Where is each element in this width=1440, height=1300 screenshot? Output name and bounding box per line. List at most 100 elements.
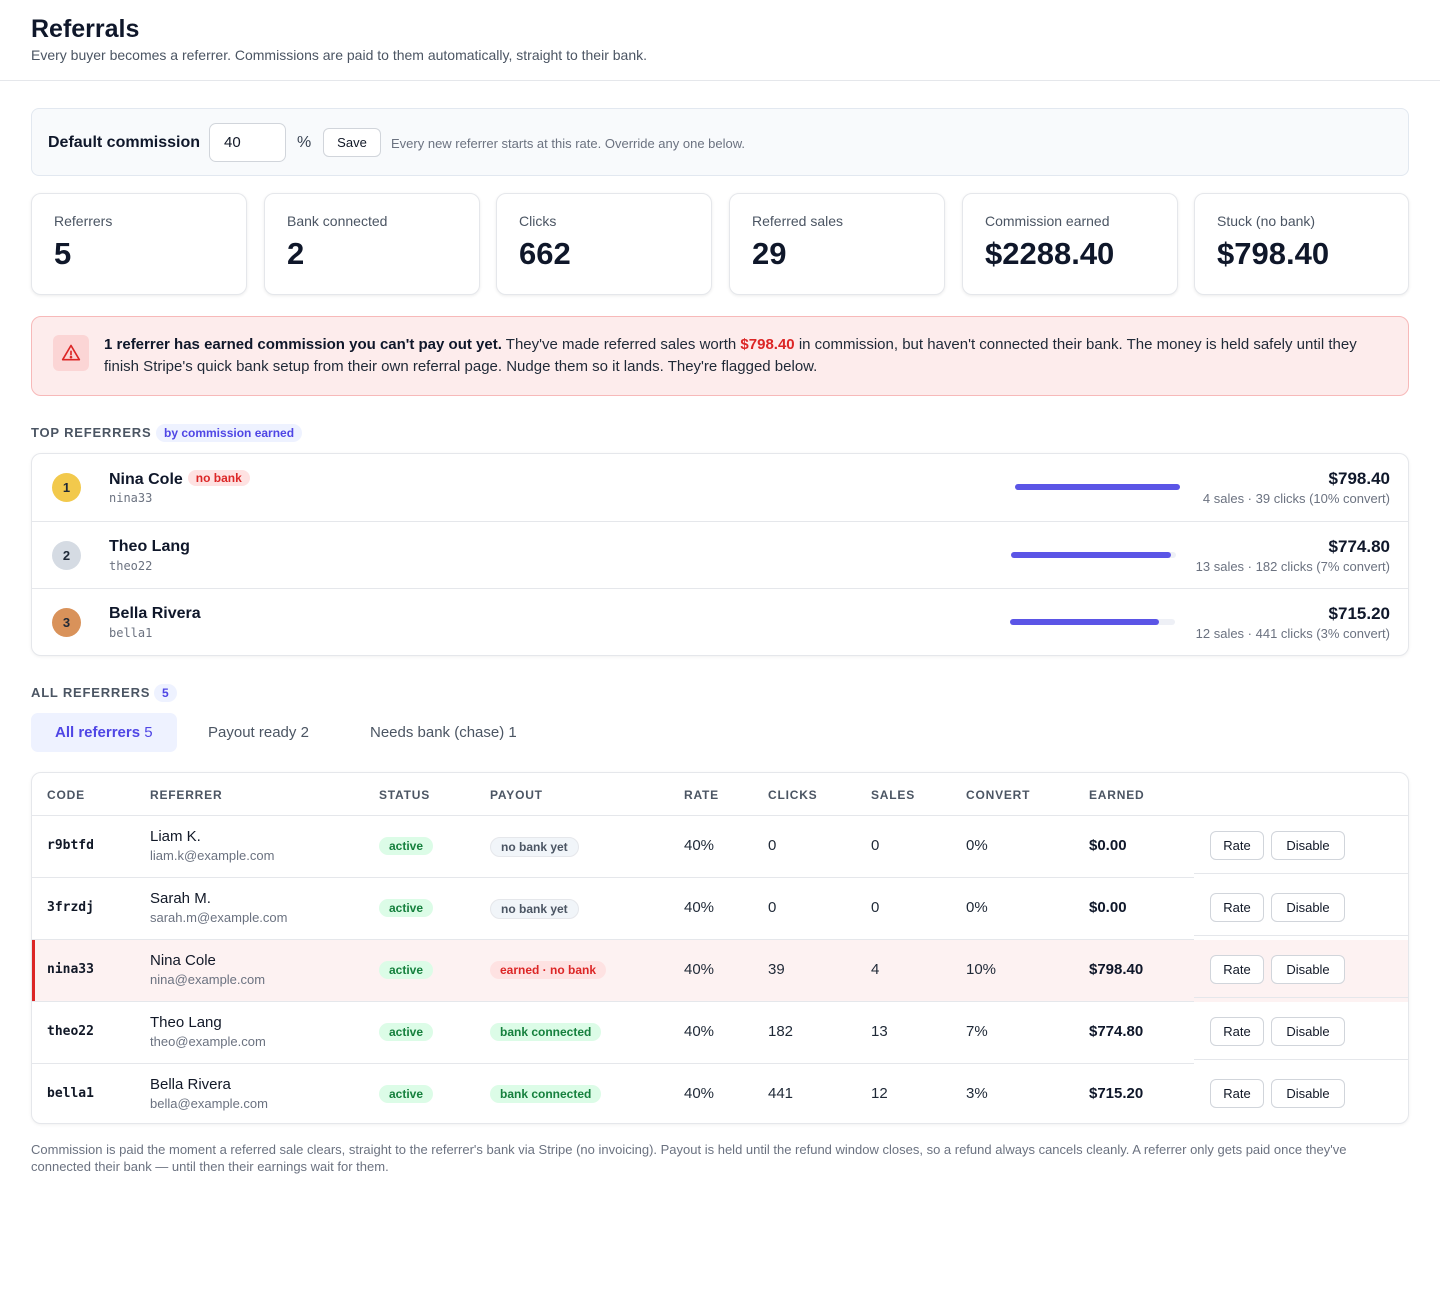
stat-label: Bank connected — [287, 213, 388, 229]
column-header[interactable]: CODE — [47, 788, 85, 802]
tab-needs-bank[interactable]: Needs bank (chase) 1 — [346, 713, 541, 752]
referral-code: nina33 — [47, 962, 94, 977]
payout-footnote: Commission is paid the moment a referred… — [31, 1142, 1347, 1174]
column-header[interactable]: CONVERT — [966, 788, 1031, 802]
top-referrer-name: Bella Rivera — [109, 605, 201, 622]
commission-bar-fill — [1015, 484, 1180, 490]
referrer-email: theo@example.com — [150, 1034, 266, 1049]
earned-value: $0.00 — [1089, 899, 1127, 916]
top-referrer-earned: $715.20 — [1328, 604, 1390, 623]
commission-bar-fill — [1011, 552, 1172, 558]
top-referrer-meta: 13 sales · 182 clicks (7% convert) — [1195, 559, 1390, 574]
tab-all-referrers[interactable]: All referrers 5 — [31, 713, 177, 752]
column-header[interactable]: EARNED — [1089, 788, 1145, 802]
status-badge: active — [379, 1023, 434, 1041]
payout-badge: earned · no bank — [490, 961, 607, 979]
column-header[interactable]: PAYOUT — [490, 788, 543, 802]
rank-badge: 2 — [52, 541, 81, 570]
commission-bar — [1015, 484, 1180, 490]
stat-value: 662 — [519, 236, 571, 271]
column-header[interactable]: RATE — [684, 788, 719, 802]
top-referrer-earned: $798.40 — [1328, 469, 1390, 488]
referrers-table: CODE REFERRER STATUS PAYOUT RATE CLICKS … — [31, 772, 1409, 1124]
stat-card-stuck: Stuck (no bank) $798.40 — [1194, 193, 1409, 295]
referrer-email: bella@example.com — [150, 1096, 268, 1111]
payout-badge: no bank yet — [490, 899, 579, 919]
sales-value: 4 — [871, 961, 880, 978]
page-subtitle: Every buyer becomes a referrer. Commissi… — [31, 47, 648, 63]
top-referrer-row[interactable]: 3 Bella Rivera bella1 $715.20 12 sales ·… — [32, 588, 1408, 655]
alert-text-before: They've made referred sales worth — [505, 336, 737, 353]
convert-value: 7% — [966, 1023, 988, 1040]
top-referrer-row[interactable]: 1 Nina Cole no bank nina33 $798.40 4 sale… — [32, 454, 1408, 521]
top-referrer-row[interactable]: 2 Theo Lang theo22 $774.80 13 sales · 18… — [32, 521, 1408, 588]
top-referrer-meta: 4 sales · 39 clicks (10% convert) — [1202, 491, 1390, 506]
row-divider — [1194, 997, 1408, 998]
column-header[interactable]: STATUS — [379, 788, 431, 802]
flag-accent — [32, 940, 35, 1002]
tab-label: Needs bank (chase) — [370, 724, 505, 741]
clicks-value: 182 — [768, 1023, 794, 1040]
stat-label: Clicks — [519, 213, 557, 229]
stat-value: 5 — [54, 236, 72, 271]
rate-button[interactable]: Rate — [1210, 893, 1264, 922]
row-divider — [32, 877, 1194, 878]
stat-value: $798.40 — [1217, 236, 1330, 271]
rate-button[interactable]: Rate — [1210, 1079, 1264, 1108]
top-referrer-code: nina33 — [109, 491, 153, 505]
earned-value: $798.40 — [1089, 961, 1144, 978]
stat-card-commission-earned: Commission earned $2288.40 — [962, 193, 1178, 295]
disable-button[interactable]: Disable — [1271, 831, 1345, 860]
stat-card-clicks: Clicks 662 — [496, 193, 712, 295]
commission-hint: Every new referrer starts at this rate. … — [391, 136, 746, 151]
rate-button[interactable]: Rate — [1210, 955, 1264, 984]
stat-label: Stuck (no bank) — [1217, 213, 1316, 229]
top-referrer-name: Nina Cole no bank — [109, 470, 250, 489]
top-referrer-code: theo22 — [109, 559, 153, 573]
convert-value: 0% — [966, 899, 988, 916]
rate-button[interactable]: Rate — [1210, 831, 1264, 860]
referrer-name: Nina Cole — [150, 952, 216, 969]
disable-button[interactable]: Disable — [1271, 1017, 1345, 1046]
table-row: bella1 Bella Rivera bella@example.com ac… — [32, 1064, 1408, 1123]
default-commission-panel: Default commission % Save Every new refe… — [31, 108, 1409, 176]
referral-code: 3frzdj — [47, 900, 94, 915]
stat-card-referred-sales: Referred sales 29 — [729, 193, 945, 295]
convert-value: 10% — [966, 961, 997, 978]
referral-code: theo22 — [47, 1024, 94, 1039]
default-commission-input[interactable] — [209, 123, 286, 162]
disable-button[interactable]: Disable — [1271, 1079, 1345, 1108]
convert-value: 3% — [966, 1085, 988, 1102]
tab-payout-ready[interactable]: Payout ready 2 — [184, 713, 333, 752]
earned-value: $774.80 — [1089, 1023, 1144, 1040]
stat-value: 29 — [752, 236, 787, 271]
stat-value: $2288.40 — [985, 236, 1115, 271]
tab-count: 2 — [300, 724, 309, 741]
table-row-flagged: nina33 Nina Cole nina@example.com active… — [32, 940, 1408, 1002]
default-commission-label: Default commission — [48, 134, 201, 151]
rate-value: 40% — [684, 899, 715, 916]
commission-bar-fill — [1010, 619, 1159, 625]
referrer-name: Sarah M. — [150, 890, 211, 907]
save-button[interactable]: Save — [323, 128, 381, 157]
rate-value: 40% — [684, 1023, 715, 1040]
top-referrer-meta: 12 sales · 441 clicks (3% convert) — [1195, 626, 1390, 641]
all-referrers-count: 5 — [154, 684, 177, 702]
tab-count: 1 — [508, 724, 517, 741]
referrer-name: Bella Rivera — [150, 1076, 231, 1093]
status-badge: active — [379, 837, 434, 855]
rate-value: 40% — [684, 1085, 715, 1102]
clicks-value: 0 — [768, 837, 777, 854]
status-badge: active — [379, 1085, 434, 1103]
row-divider — [32, 939, 1194, 940]
disable-button[interactable]: Disable — [1271, 893, 1345, 922]
stat-card-bank-connected: Bank connected 2 — [264, 193, 480, 295]
rate-button[interactable]: Rate — [1210, 1017, 1264, 1046]
header-divider — [32, 815, 1408, 816]
column-header[interactable]: CLICKS — [768, 788, 818, 802]
column-header[interactable]: SALES — [871, 788, 916, 802]
disable-button[interactable]: Disable — [1271, 955, 1345, 984]
rate-value: 40% — [684, 837, 715, 854]
row-divider — [32, 1001, 1194, 1002]
column-header[interactable]: REFERRER — [150, 788, 223, 802]
